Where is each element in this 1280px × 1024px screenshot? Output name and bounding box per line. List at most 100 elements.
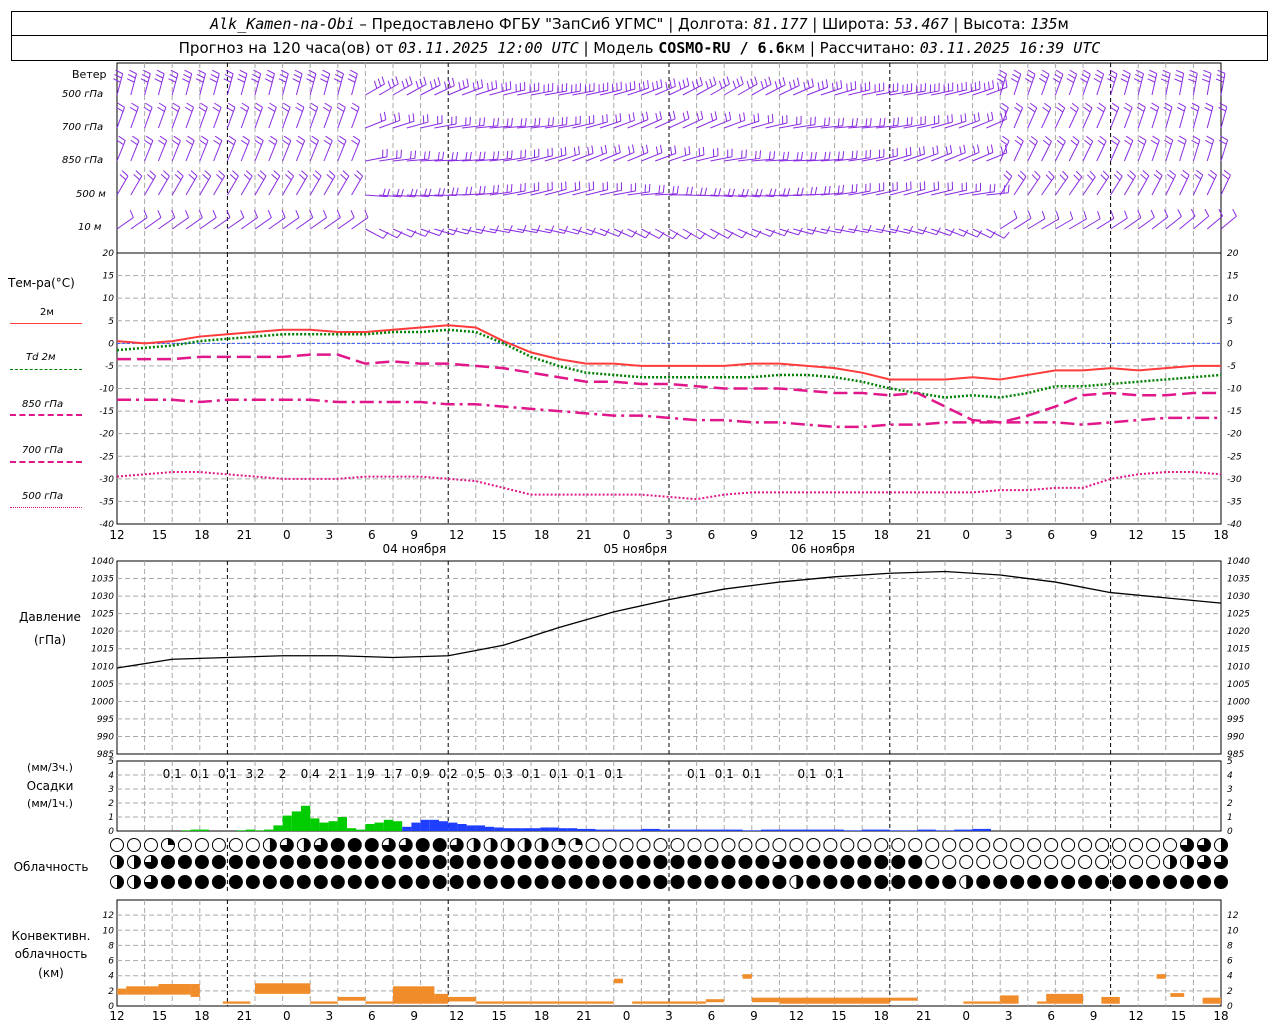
wind-feather: [223, 78, 232, 83]
wind-feather: [990, 231, 996, 239]
wind-staff: [420, 194, 443, 197]
wind-feather: [281, 106, 289, 112]
wind-feather: [782, 77, 786, 86]
wind-feather: [210, 73, 219, 79]
convective-bar: [613, 978, 623, 984]
wind-feather: [895, 225, 900, 234]
wind-staff: [820, 192, 843, 196]
wind-barb-500hpa: [378, 76, 399, 96]
wind-staff: [558, 188, 580, 196]
wind-barb-500hpa: [641, 79, 663, 96]
wind-feather: [972, 146, 976, 155]
bottom-xtick: 18: [534, 1009, 549, 1023]
wind-feather: [674, 145, 677, 154]
precip-ytick-left: 4: [108, 771, 114, 781]
wind-barb-500m: [1206, 169, 1217, 196]
cloud-half: [117, 875, 124, 889]
cloud-full: [212, 875, 226, 889]
wind-feather: [398, 112, 401, 121]
wind-staff: [171, 217, 189, 230]
wind-feather: [267, 106, 276, 112]
wind-barb-500m: [834, 183, 858, 196]
wind-staff: [1096, 107, 1106, 129]
wind-feather: [1044, 102, 1052, 109]
wind-barb-500m: [461, 185, 486, 196]
wind-barb-10m: [779, 227, 803, 236]
cloud-circle: [738, 838, 753, 852]
wind-barb-10m: [599, 228, 624, 237]
wind-feather: [273, 170, 281, 177]
wind-feather: [204, 170, 212, 177]
wind-barb-10m: [434, 227, 458, 236]
wind-feather: [1136, 69, 1144, 75]
rain-bar: [347, 828, 357, 831]
wind-feather: [850, 82, 853, 91]
cloud-low: [738, 875, 753, 889]
wind-feather: [986, 146, 990, 155]
rain-bar: [199, 829, 209, 831]
cloud-half: [1170, 855, 1177, 869]
wind-feather: [964, 113, 967, 122]
cloud-full: [467, 855, 481, 869]
conv-ytick-left: 0: [108, 1002, 114, 1012]
wind-staff: [240, 175, 253, 196]
wind-barb-10m: [351, 209, 369, 230]
cloud-circle: [1010, 855, 1025, 869]
wind-feather: [1069, 211, 1074, 220]
snow-bar: [475, 825, 485, 831]
wind-barb-10m: [751, 228, 776, 237]
rain-bar: [190, 829, 200, 831]
conv-ytick-right: 6: [1227, 957, 1233, 967]
wind-staff: [489, 191, 512, 196]
wind-feather: [216, 174, 223, 181]
cloud-circle: [1146, 855, 1161, 869]
wind-staff: [1027, 176, 1041, 196]
cloud-high: [313, 838, 328, 852]
cloud-low: [110, 875, 124, 889]
wind-staff: [1123, 107, 1133, 129]
cloud-low: [891, 875, 906, 889]
wind-feather: [253, 106, 262, 112]
rain-bar: [273, 825, 283, 831]
rain-bar: [393, 821, 403, 831]
wind-feather: [1178, 102, 1186, 108]
model-label: | Модель: [578, 39, 659, 57]
wind-feather: [437, 77, 441, 86]
wind-barb-10m: [862, 224, 886, 234]
wind-barb-500hpa: [489, 81, 512, 96]
wind-staff: [144, 217, 162, 230]
wind-feather: [826, 225, 831, 234]
cloud-circle: [143, 838, 158, 852]
cloud-high: [772, 838, 787, 852]
wind-staff: [875, 189, 898, 196]
wind-staff: [240, 107, 250, 129]
wind-feather: [226, 209, 231, 218]
wind-barb-500hpa: [875, 82, 899, 96]
wind-barb-700hpa: [999, 102, 1009, 129]
temp-xtick: 15: [492, 528, 507, 542]
wind-barb-500hpa: [517, 82, 540, 96]
wind-staff: [448, 86, 469, 96]
wind-staff: [779, 228, 799, 236]
cloud-mid: [500, 855, 515, 869]
wind-feather: [227, 139, 235, 146]
wind-level-500hpa: 500 гПа: [62, 89, 104, 100]
wind-feather: [997, 73, 1006, 79]
wind-staff: [226, 107, 236, 129]
wind-feather: [853, 225, 858, 233]
cloud-low: [1129, 875, 1144, 889]
wind-feather: [1028, 139, 1036, 146]
wind-feather: [698, 148, 701, 157]
forecast-label: Прогноз на 120 часа(ов) от: [178, 39, 399, 57]
cloud-circle: [110, 838, 124, 852]
wind-feather: [1138, 102, 1146, 108]
forecast-time: 03.11.2025 12:00 UTC: [398, 39, 579, 57]
wind-feather: [963, 144, 966, 153]
wind-feather: [214, 102, 222, 108]
temp-xtick: 21: [576, 528, 591, 542]
wind-staff: [723, 228, 743, 239]
wind-feather: [350, 209, 355, 218]
wind-barb-500hpa: [889, 83, 913, 96]
wind-staff: [972, 119, 994, 129]
wind-staff: [1137, 175, 1150, 196]
